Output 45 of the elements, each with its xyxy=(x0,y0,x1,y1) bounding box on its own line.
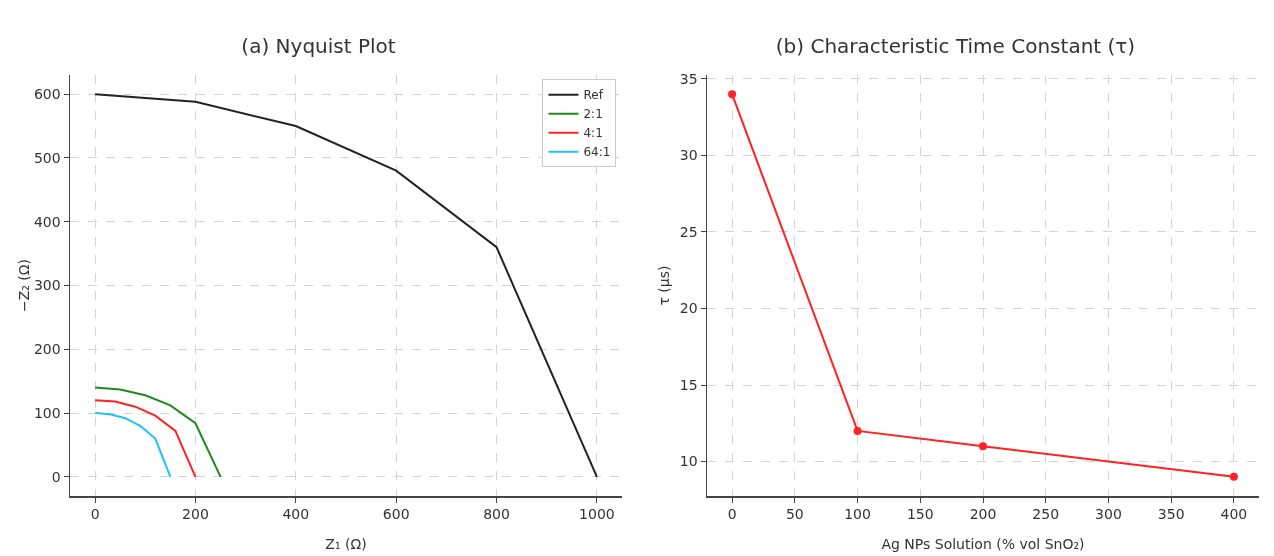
y-axis-title: τ (µs) xyxy=(655,265,672,306)
chart-title: (a) Nyquist Plot xyxy=(241,33,396,58)
legend-label: 4:1 xyxy=(583,126,603,141)
x-tick-label: 200 xyxy=(969,506,997,523)
y-tick-label: 400 xyxy=(33,213,61,230)
y-tick-label: 300 xyxy=(33,277,61,294)
y-tick-label: 200 xyxy=(33,341,61,358)
point xyxy=(1229,472,1238,481)
legend-label: 2:1 xyxy=(583,107,603,122)
y-tick-label: 35 xyxy=(679,70,698,87)
x-tick-label: 400 xyxy=(282,506,310,523)
y-tick-label: 100 xyxy=(33,404,61,421)
x-tick-label: 0 xyxy=(727,506,737,523)
y-tick-label: 30 xyxy=(679,147,698,164)
x-tick-label: 300 xyxy=(1095,506,1122,523)
y-tick-label: 500 xyxy=(33,149,61,166)
x-tick-label: 800 xyxy=(483,506,510,523)
x-tick-label: 200 xyxy=(182,506,209,523)
legend-label: Ref xyxy=(583,88,604,103)
x-tick-label: 400 xyxy=(1220,506,1248,523)
legend-label: 64:1 xyxy=(583,145,611,160)
x-tick-label: 250 xyxy=(1032,506,1060,523)
y-tick-label: 0 xyxy=(51,468,61,485)
line-series xyxy=(94,399,197,478)
y-tick-label: 20 xyxy=(679,300,698,317)
x-axis-title: Ag NPs Solution (% vol SnO₂) xyxy=(881,535,1085,552)
x-tick-label: 0 xyxy=(90,506,100,523)
x-tick-label: 150 xyxy=(906,506,934,523)
line-series xyxy=(94,386,222,478)
y-tick-label: 10 xyxy=(679,453,698,470)
x-axis-title: Z₁ (Ω) xyxy=(325,535,367,552)
y-tick-label: 25 xyxy=(679,223,698,240)
y-tick-label: 15 xyxy=(679,376,698,393)
x-tick-label: 50 xyxy=(785,506,804,523)
x-tick-label: 600 xyxy=(382,506,410,523)
x-tick-label: 100 xyxy=(844,506,871,523)
point xyxy=(979,442,987,451)
chart-title: (b) Characteristic Time Constant (τ) xyxy=(775,33,1136,58)
point xyxy=(728,90,737,99)
point xyxy=(853,426,862,435)
x-tick-label: 350 xyxy=(1157,506,1185,523)
y-tick-label: 600 xyxy=(33,86,61,103)
x-tick-label: 1000 xyxy=(579,506,615,523)
line-series xyxy=(94,412,172,478)
y-axis-title: −Z₂ (Ω) xyxy=(15,258,32,313)
